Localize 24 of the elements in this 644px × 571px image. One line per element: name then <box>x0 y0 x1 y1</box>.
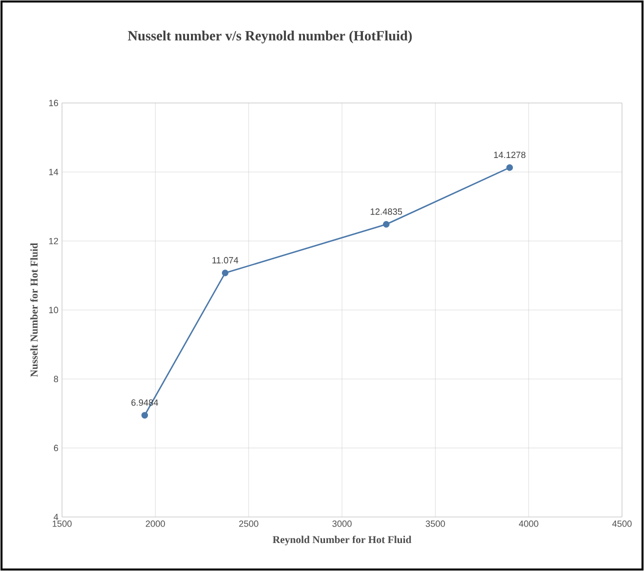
data-label: 14.1278 <box>494 152 526 158</box>
x-tick-label: 4000 <box>518 520 538 527</box>
point <box>382 221 390 228</box>
y-tick-label: 6 <box>54 444 58 452</box>
x-tick-label: 3000 <box>332 520 352 527</box>
y-tick-label: 8 <box>54 376 58 382</box>
x-tick-label: 2000 <box>146 520 165 527</box>
y-axis-title: Nusselt Number for Hot Fluid <box>30 242 38 377</box>
x-tick-label: 1500 <box>52 520 72 527</box>
chart-title: Nusselt number v/s Reynold number (HotFluid) <box>128 30 412 44</box>
x-axis-title: Reynold Number for Hot Fluid <box>272 536 412 546</box>
x-tick-label: 2500 <box>239 520 258 527</box>
y-tick-label: 4 <box>54 514 58 520</box>
point <box>506 164 513 171</box>
x-tick-label: 3500 <box>426 520 445 527</box>
data-label: 11.074 <box>212 257 238 264</box>
point <box>222 270 228 276</box>
y-tick-label: 16 <box>49 100 58 106</box>
y-tick-label: 14 <box>49 168 58 176</box>
y-tick-label: 12 <box>49 238 58 244</box>
point <box>141 412 148 419</box>
y-tick-label: 10 <box>49 306 58 314</box>
data-label: 12.4835 <box>370 208 402 215</box>
x-tick-label: 4500 <box>612 520 632 527</box>
